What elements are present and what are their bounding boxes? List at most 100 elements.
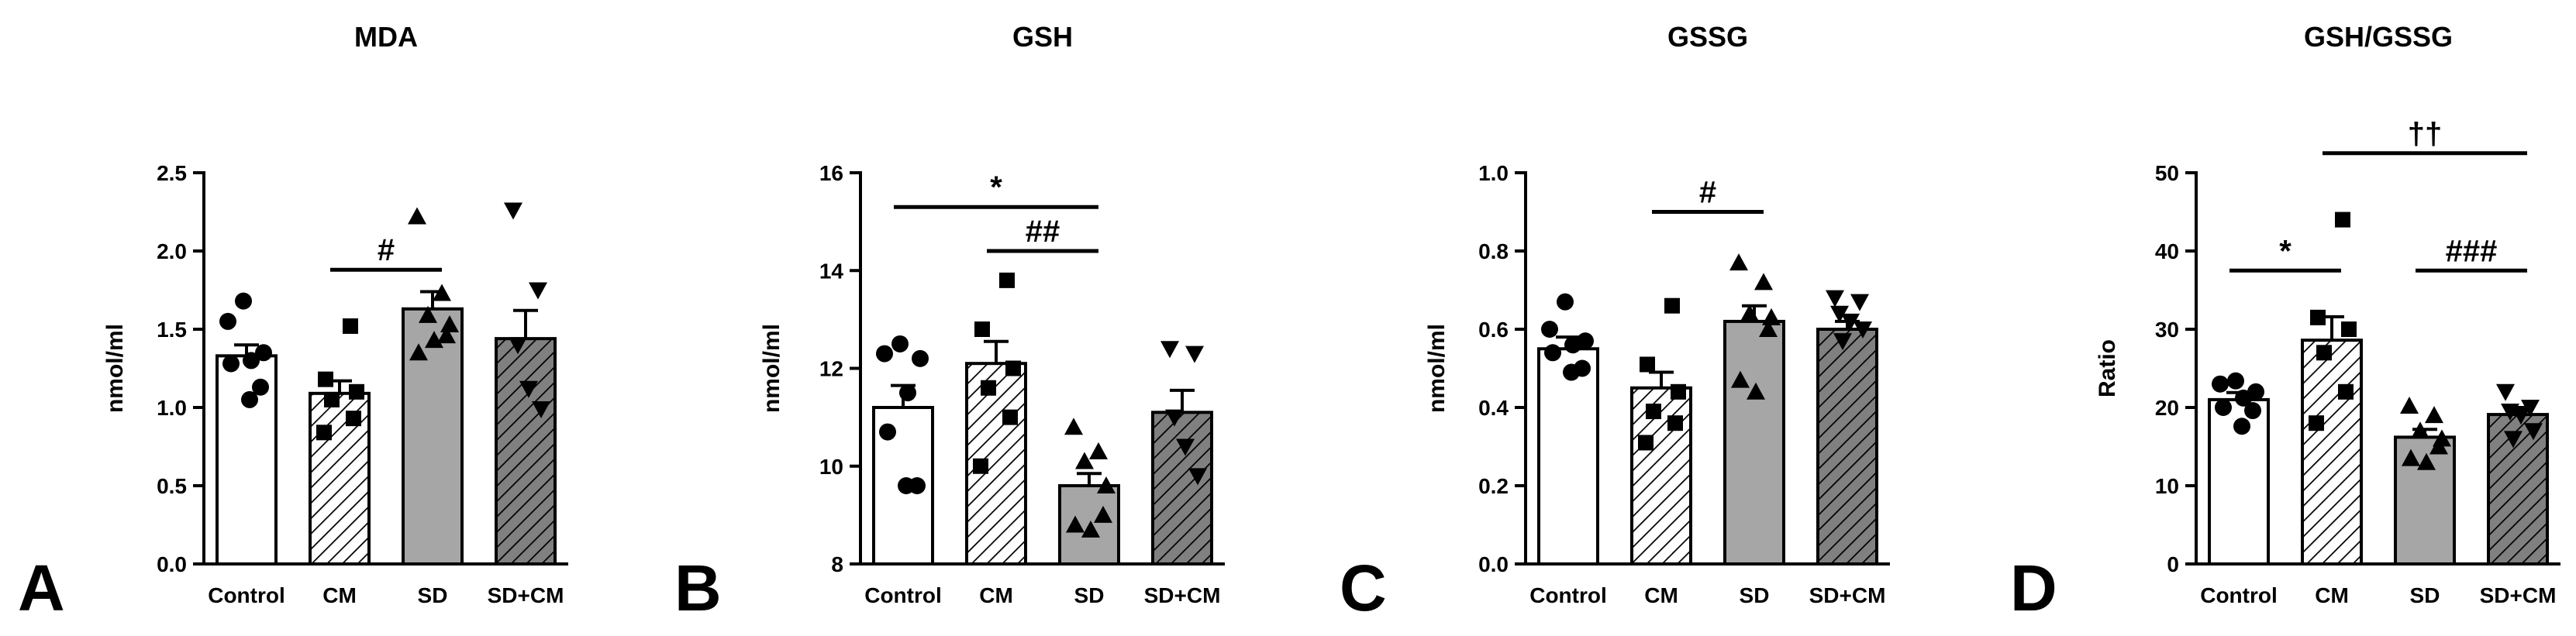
- bar-sd: [1723, 319, 1785, 566]
- y-tick-label: 30: [2155, 318, 2179, 342]
- panel-letter: B: [674, 552, 722, 624]
- data-point-circle: [2227, 372, 2244, 390]
- data-point-triangle-up: [1762, 308, 1781, 325]
- significance-label: ††: [2408, 117, 2443, 151]
- y-tick-label: 50: [2155, 161, 2179, 185]
- data-point-circle: [1564, 336, 1581, 354]
- x-tick-label: SD+CM: [488, 583, 564, 607]
- data-point-circle: [1563, 363, 1580, 381]
- y-axis-label: nmol/ml: [102, 324, 128, 413]
- data-point-triangle-up: [1759, 320, 1778, 337]
- data-point-square: [1005, 360, 1021, 376]
- data-point-triangle-up: [1097, 476, 1116, 493]
- bar-cm: [2301, 339, 2363, 566]
- data-point-circle: [243, 352, 260, 370]
- data-point-square: [1640, 356, 1655, 373]
- data-point-square: [2310, 309, 2326, 325]
- data-point-triangle-up: [1731, 370, 1750, 388]
- data-point-circle: [241, 390, 258, 408]
- data-point-square: [1664, 297, 1680, 314]
- significance-label: #: [1699, 176, 1716, 210]
- data-point-circle: [2233, 418, 2250, 435]
- x-tick-label: CM: [322, 583, 357, 607]
- chart-title: GSSG: [1667, 21, 1748, 53]
- data-point-triangle-down: [1165, 409, 1184, 427]
- data-point-triangle-down: [519, 380, 538, 398]
- significance-label: *: [2279, 234, 2292, 268]
- significance-label: #: [378, 233, 395, 267]
- significance-label: *: [990, 170, 1002, 205]
- data-point-triangle-up: [1064, 418, 1083, 435]
- y-tick-label: 14: [819, 259, 844, 283]
- data-point-triangle-up: [419, 305, 437, 323]
- data-point-triangle-up: [433, 284, 451, 301]
- panel-letter: A: [18, 552, 65, 624]
- data-point-triangle-up: [440, 315, 459, 332]
- x-tick-label: CM: [979, 583, 1013, 607]
- data-point-circle: [879, 423, 896, 441]
- data-point-triangle-down: [1833, 333, 1852, 351]
- data-point-square: [973, 458, 988, 474]
- x-tick-label: SD: [1074, 583, 1105, 607]
- data-point-square: [2338, 383, 2354, 400]
- data-point-triangle-up: [1066, 515, 1085, 533]
- data-point-triangle-down: [2521, 400, 2540, 417]
- data-point-triangle-up: [2417, 452, 2436, 470]
- data-point-triangle-up: [408, 207, 426, 225]
- x-tick-label: Control: [864, 583, 942, 607]
- data-point-triangle-up: [1754, 273, 1773, 290]
- data-point-circle: [912, 349, 929, 367]
- data-point-square: [318, 371, 333, 387]
- y-tick-label: 10: [819, 455, 843, 479]
- y-tick-label: 0.0: [157, 552, 187, 576]
- y-axis-label: nmol/ml: [759, 324, 785, 413]
- chart-title: GSH/GSSG: [2304, 21, 2453, 53]
- data-point-triangle-down: [1176, 438, 1195, 456]
- data-point-triangle-up: [2411, 421, 2429, 439]
- data-point-circle: [255, 344, 272, 362]
- y-tick-label: 16: [819, 161, 843, 185]
- data-point-square: [2316, 345, 2332, 361]
- x-tick-label: CM: [1644, 583, 1678, 607]
- data-point-triangle-down: [1850, 294, 1869, 311]
- x-tick-label: SD+CM: [2480, 583, 2557, 607]
- data-point-square: [346, 411, 361, 427]
- y-tick-label: 1.0: [1478, 161, 1509, 185]
- data-point-triangle-down: [1830, 305, 1849, 323]
- data-point-square: [1002, 409, 1018, 425]
- panel-a: MDA 0.0 0.5 1.0 1.5 2.0 2.5 Control CM SD SD+CM nmo…: [18, 21, 568, 624]
- data-point-triangle-down: [2512, 407, 2530, 425]
- data-point-triangle-up: [2402, 449, 2420, 466]
- significance-label: ##: [1026, 215, 1060, 249]
- data-point-square: [2341, 321, 2357, 337]
- x-tick-label: SD: [2410, 583, 2440, 607]
- panel-b: GSH 8 10 12 14 16 Control CM SD SD+CM nmol/ml * ## B: [674, 21, 1225, 624]
- y-tick-label: 1.5: [157, 318, 187, 342]
- x-tick-label: SD: [418, 583, 448, 607]
- x-tick-label: Control: [208, 583, 285, 607]
- y-tick-label: 0.5: [157, 474, 187, 498]
- bar-sd-cm: [495, 337, 557, 566]
- data-point-triangle-up: [2425, 406, 2443, 424]
- data-point-square: [974, 321, 990, 337]
- y-tick-label: 12: [819, 357, 843, 381]
- data-point-triangle-down: [2524, 423, 2543, 441]
- data-point-triangle-down: [1188, 468, 1207, 486]
- data-point-triangle-down: [509, 337, 527, 355]
- data-point-circle: [876, 345, 893, 363]
- data-point-triangle-up: [1729, 253, 1748, 271]
- chart-title: GSH: [1012, 21, 1073, 53]
- data-point-triangle-up: [425, 331, 443, 349]
- data-point-triangle-down: [532, 401, 550, 419]
- panel-d: GSH/GSSG 0 10 20 30 40 50 Control CM SD SD+CM Ratio…: [2010, 21, 2560, 624]
- y-tick-label: 20: [2155, 396, 2179, 420]
- data-point-triangle-up: [1089, 442, 1108, 459]
- y-tick-label: 1.0: [157, 396, 187, 420]
- x-tick-label: CM: [2315, 583, 2349, 607]
- x-tick-label: SD: [1740, 583, 1770, 607]
- panel-c: GSSG 0.0 0.2 0.4 0.6 0.8 1.0 Control CM SD SD+CM nm…: [1340, 21, 1890, 624]
- data-point-circle: [219, 312, 236, 330]
- x-tick-label: SD+CM: [1144, 583, 1221, 607]
- data-point-triangle-up: [409, 343, 428, 361]
